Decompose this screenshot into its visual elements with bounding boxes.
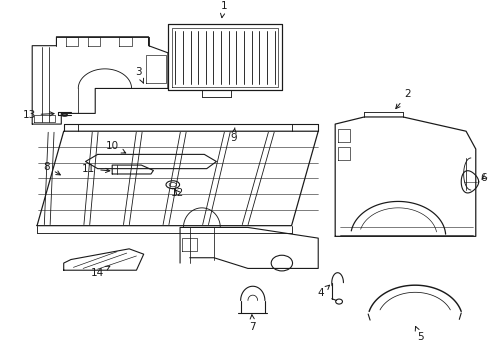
Text: 3: 3 <box>135 67 143 83</box>
Text: 10: 10 <box>105 141 125 153</box>
Text: 14: 14 <box>91 266 110 278</box>
Text: 6: 6 <box>480 172 486 183</box>
Text: 1: 1 <box>220 1 226 18</box>
Text: 2: 2 <box>395 89 410 109</box>
Text: 13: 13 <box>22 110 54 120</box>
Text: 7: 7 <box>249 315 256 332</box>
Text: 11: 11 <box>82 164 110 174</box>
Text: 8: 8 <box>43 162 60 175</box>
Text: 12: 12 <box>171 188 184 198</box>
Text: 9: 9 <box>229 128 236 143</box>
Text: 5: 5 <box>414 327 423 342</box>
Text: 4: 4 <box>317 285 329 298</box>
